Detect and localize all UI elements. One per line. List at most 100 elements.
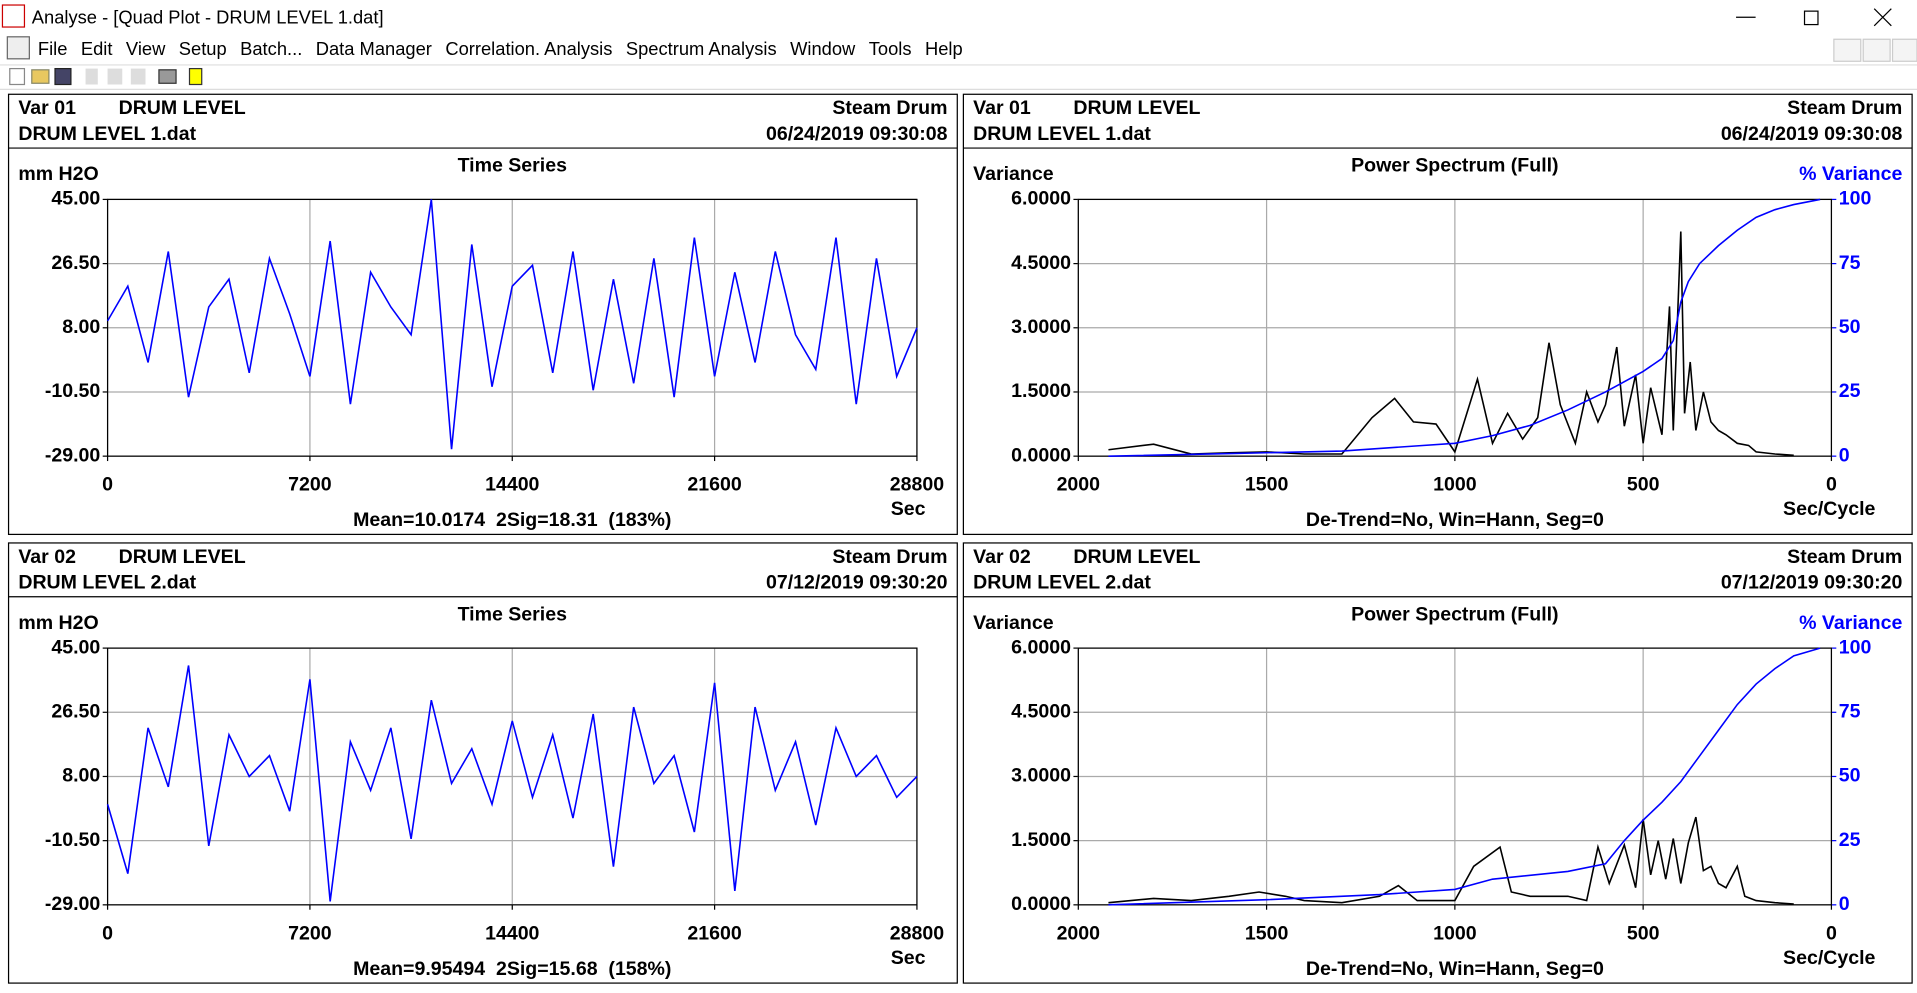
y-tick-label: 1.5000	[1011, 380, 1071, 402]
panel-frame	[962, 93, 1913, 536]
y-tick-label: 26.50	[51, 252, 100, 274]
menu-bar: File Edit View Setup Batch... Data Manager Cor…	[38, 38, 963, 59]
menu-item[interactable]: Window	[790, 38, 856, 59]
variable-name: DRUM LEVEL	[1073, 97, 1200, 119]
y2-tick-label: 0	[1839, 444, 1850, 466]
y-tick-label: -10.50	[45, 380, 101, 402]
timestamp: 07/12/2019 09:30:20	[1721, 571, 1903, 593]
data-line	[1108, 198, 1821, 457]
chart-title: Time Series	[458, 155, 568, 177]
y-tick-label: 6.0000	[1011, 188, 1071, 210]
x-axis-label: Sec	[891, 498, 926, 520]
x-axis-label: Sec/Cycle	[1783, 947, 1875, 969]
variable-name: DRUM LEVEL	[119, 97, 246, 119]
y2-tick-label: 50	[1839, 765, 1861, 787]
y2-tick-label: 75	[1839, 252, 1861, 274]
x-tick-label: 500	[1627, 922, 1660, 944]
chart-panel: Var 02 DRUM LEVEL Steam Drum DRUM LEVEL 2.d…	[962, 542, 1913, 984]
y2-tick-label: 100	[1839, 188, 1872, 210]
y-tick-label: 45.00	[51, 188, 100, 210]
mdi-restore[interactable]	[1862, 38, 1891, 62]
menu-item[interactable]: Setup	[179, 38, 227, 59]
chart-title: Power Spectrum (Full)	[1351, 155, 1558, 177]
y-tick-label: 3.0000	[1011, 765, 1071, 787]
y-tick-label: 4.5000	[1011, 700, 1071, 722]
close-button[interactable]	[1873, 8, 1892, 27]
y2-tick-label: 25	[1839, 829, 1861, 851]
y-tick-label: 26.50	[51, 700, 100, 722]
x-tick-label: 7200	[288, 474, 332, 496]
y-tick-label: -29.00	[45, 444, 101, 466]
menu-item[interactable]: View	[126, 38, 166, 59]
menu-item[interactable]: Batch...	[240, 38, 302, 59]
menu-item[interactable]: Help	[925, 38, 963, 59]
data-line	[106, 665, 918, 902]
y-tick-label: 1.5000	[1011, 829, 1071, 851]
var-id: Var 01	[973, 97, 1031, 119]
footer-stats: De-Trend=No, Win=Hann, Seg=0	[1306, 509, 1604, 531]
var-id: Var 01	[18, 97, 76, 119]
y2-tick-label: 0	[1839, 893, 1850, 915]
chart-panel: Var 01 DRUM LEVEL Steam Drum DRUM LEVEL 1.d…	[962, 93, 1913, 536]
restore-button[interactable]	[1803, 10, 1819, 26]
location: Steam Drum	[1787, 546, 1902, 568]
data-line	[1108, 816, 1794, 905]
y-tick-label: 8.00	[62, 316, 100, 338]
y-tick-label: 6.0000	[1011, 636, 1071, 658]
menu-item[interactable]: Edit	[81, 38, 113, 59]
chart-title: Time Series	[458, 603, 568, 625]
y2-tick-label: 100	[1839, 636, 1872, 658]
window-title: Analyse - [Quad Plot - DRUM LEVEL 1.dat]	[32, 6, 384, 27]
variable-name: DRUM LEVEL	[119, 546, 246, 568]
mdi-minimize[interactable]	[1833, 38, 1862, 62]
menu-item[interactable]: Data Manager	[316, 38, 432, 59]
plot-frame	[1077, 198, 1833, 457]
tool-copy[interactable]	[107, 68, 123, 85]
panel-frame	[962, 542, 1913, 984]
x-tick-label: 1500	[1245, 922, 1289, 944]
x-tick-label: 14400	[485, 474, 539, 496]
charts: Var 01 DRUM LEVEL Steam Drum DRUM LEVEL 1.d…	[7, 93, 1913, 984]
tool-open[interactable]	[31, 69, 50, 84]
tool-cut[interactable]	[85, 68, 98, 85]
x-axis-label: Sec	[891, 947, 926, 969]
mdi-close[interactable]	[1891, 38, 1917, 62]
tool-new[interactable]	[9, 67, 26, 86]
x-tick-label: 21600	[687, 474, 741, 496]
chart-panel: Var 02 DRUM LEVEL Steam Drum DRUM LEVEL 2.d…	[7, 542, 958, 984]
x-tick-label: 28800	[890, 922, 944, 944]
x-tick-label: 2000	[1057, 922, 1101, 944]
var-id: Var 02	[973, 546, 1031, 568]
x-tick-label: 1000	[1433, 922, 1477, 944]
tool-print[interactable]	[158, 69, 177, 84]
menu-item[interactable]: File	[38, 38, 68, 59]
y-axis-label: mm H2O	[18, 163, 98, 185]
tool-help[interactable]	[188, 67, 203, 86]
x-axis-label: Sec/Cycle	[1783, 498, 1875, 520]
location: Steam Drum	[1787, 97, 1902, 119]
plot-frame	[1077, 647, 1833, 906]
x-tick-label: 7200	[288, 922, 332, 944]
timestamp: 06/24/2019 09:30:08	[766, 123, 948, 145]
variable-name: DRUM LEVEL	[1073, 546, 1200, 568]
x-tick-label: 0	[102, 474, 113, 496]
tool-save[interactable]	[54, 67, 72, 86]
tool-paste[interactable]	[130, 68, 146, 85]
y2-tick-label: 25	[1839, 380, 1861, 402]
file-name: DRUM LEVEL 1.dat	[973, 123, 1151, 145]
menu-item[interactable]: Correlation. Analysis	[445, 38, 612, 59]
location: Steam Drum	[832, 546, 947, 568]
menu-item[interactable]: Tools	[869, 38, 912, 59]
menu-item[interactable]: Spectrum Analysis	[626, 38, 777, 59]
y-tick-label: 4.5000	[1011, 252, 1071, 274]
x-tick-label: 2000	[1057, 474, 1101, 496]
y2-axis-label: % Variance	[1799, 163, 1902, 185]
y-axis-label: Variance	[973, 612, 1054, 634]
y-tick-label: 0.0000	[1011, 893, 1071, 915]
app-icon	[1, 4, 26, 28]
file-name: DRUM LEVEL 2.dat	[18, 571, 196, 593]
footer-stats: Mean=10.0174 2Sig=18.31 (183%)	[353, 509, 671, 531]
x-tick-label: 21600	[687, 922, 741, 944]
footer-stats: De-Trend=No, Win=Hann, Seg=0	[1306, 958, 1604, 980]
